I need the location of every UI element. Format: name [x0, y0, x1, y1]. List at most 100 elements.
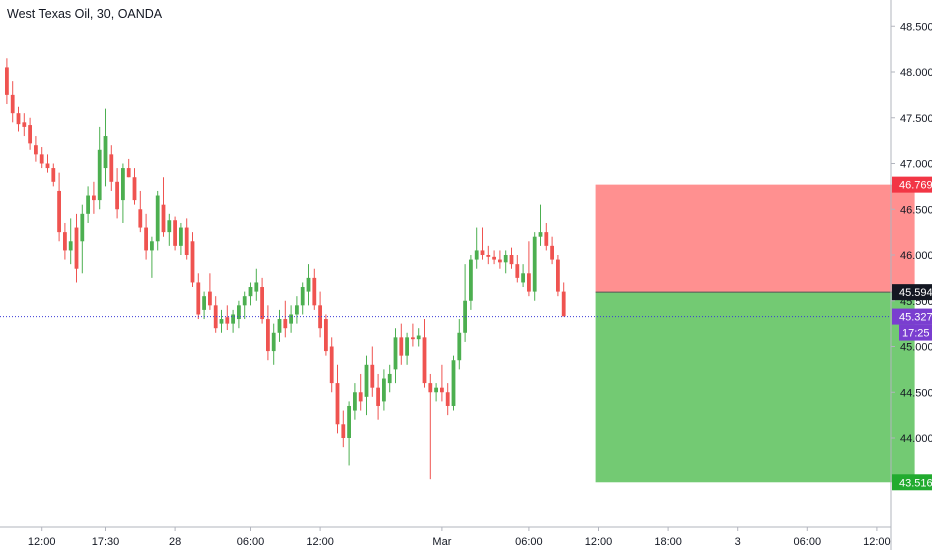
- candle-body[interactable]: [503, 255, 508, 263]
- candle-body[interactable]: [382, 378, 386, 402]
- candle-body[interactable]: [457, 332, 462, 361]
- candle-body[interactable]: [428, 383, 433, 393]
- candle-body[interactable]: [364, 364, 369, 397]
- candle-body[interactable]: [34, 145, 38, 155]
- candle-body[interactable]: [295, 305, 299, 315]
- candle-body[interactable]: [422, 337, 427, 384]
- candle-body[interactable]: [260, 287, 264, 320]
- candle-body[interactable]: [45, 163, 50, 169]
- candle-body[interactable]: [167, 220, 172, 233]
- candle-body[interactable]: [474, 250, 479, 260]
- candle-body[interactable]: [103, 136, 108, 169]
- candle-body[interactable]: [445, 392, 450, 406]
- candle-body[interactable]: [498, 259, 502, 263]
- stop-loss-zone[interactable]: [595, 184, 915, 293]
- candle-body[interactable]: [231, 314, 235, 324]
- candle-body[interactable]: [486, 255, 491, 257]
- candle-body[interactable]: [341, 424, 346, 438]
- candle-body[interactable]: [532, 236, 537, 292]
- candle-body[interactable]: [300, 287, 305, 306]
- candle-body[interactable]: [179, 227, 183, 246]
- candle-body[interactable]: [521, 273, 525, 283]
- candle-body[interactable]: [92, 195, 96, 201]
- candle-body[interactable]: [469, 259, 473, 301]
- candle-body[interactable]: [80, 213, 85, 242]
- candle-body[interactable]: [405, 337, 409, 356]
- candle-body[interactable]: [184, 227, 189, 255]
- candle-body[interactable]: [289, 314, 293, 324]
- candle-body[interactable]: [399, 337, 404, 356]
- candle-body[interactable]: [329, 346, 334, 384]
- candle-body[interactable]: [86, 195, 90, 214]
- candle-body[interactable]: [121, 168, 125, 201]
- candle-body[interactable]: [527, 273, 531, 292]
- candle-body[interactable]: [312, 277, 317, 306]
- candle-body[interactable]: [544, 232, 549, 246]
- candle-body[interactable]: [561, 291, 566, 317]
- candle-body[interactable]: [144, 227, 148, 251]
- candle-body[interactable]: [277, 319, 282, 333]
- candle-body[interactable]: [550, 245, 554, 260]
- candle-body[interactable]: [138, 209, 143, 228]
- candle-body[interactable]: [393, 337, 398, 370]
- candle-body[interactable]: [248, 287, 253, 297]
- candle-body[interactable]: [411, 337, 415, 340]
- candle-body[interactable]: [115, 181, 119, 210]
- candle-body[interactable]: [370, 364, 375, 388]
- candle-body[interactable]: [556, 259, 560, 292]
- candle-body[interactable]: [155, 195, 160, 242]
- candle-body[interactable]: [242, 296, 247, 306]
- candle-body[interactable]: [109, 154, 114, 182]
- candle-body[interactable]: [538, 232, 543, 237]
- candle-body[interactable]: [202, 296, 206, 310]
- candle-body[interactable]: [16, 113, 21, 125]
- candle-body[interactable]: [150, 241, 154, 251]
- candle-body[interactable]: [266, 319, 270, 352]
- candle-body[interactable]: [353, 392, 357, 411]
- candle-body[interactable]: [358, 392, 363, 402]
- candle-body[interactable]: [173, 220, 177, 246]
- candle-body[interactable]: [318, 305, 322, 329]
- candle-body[interactable]: [196, 282, 201, 315]
- candle-body[interactable]: [225, 317, 230, 324]
- candle-body[interactable]: [440, 387, 444, 393]
- candle-body[interactable]: [254, 282, 259, 292]
- candle-body[interactable]: [451, 360, 456, 406]
- candle-body[interactable]: [161, 204, 166, 233]
- candle-body[interactable]: [213, 305, 218, 329]
- candle-body[interactable]: [126, 168, 131, 178]
- candle-body[interactable]: [97, 149, 102, 201]
- candle-body[interactable]: [51, 168, 56, 182]
- candle-body[interactable]: [492, 256, 496, 260]
- candle-body[interactable]: [376, 387, 380, 406]
- candle-body[interactable]: [515, 264, 520, 278]
- candle-body[interactable]: [335, 383, 340, 425]
- candle-body[interactable]: [39, 154, 44, 164]
- candle-body[interactable]: [10, 94, 15, 114]
- candle-body[interactable]: [208, 291, 212, 306]
- candle-body[interactable]: [324, 319, 328, 352]
- candle-body[interactable]: [28, 125, 32, 144]
- candle-body[interactable]: [509, 255, 514, 265]
- take-profit-zone[interactable]: [595, 292, 915, 483]
- candle-body[interactable]: [74, 227, 79, 269]
- candle-body[interactable]: [237, 305, 241, 320]
- candle-body[interactable]: [306, 277, 311, 292]
- candle-body[interactable]: [190, 241, 195, 283]
- candle-body[interactable]: [57, 190, 61, 233]
- candle-body[interactable]: [132, 177, 137, 201]
- candle-body[interactable]: [434, 387, 438, 393]
- candle-body[interactable]: [22, 122, 27, 127]
- candle-body[interactable]: [5, 67, 9, 95]
- candle-body[interactable]: [283, 319, 288, 329]
- candle-body[interactable]: [347, 405, 351, 438]
- candle-body[interactable]: [68, 241, 73, 251]
- candle-body[interactable]: [271, 332, 276, 352]
- candle-body[interactable]: [219, 319, 224, 324]
- candle-body[interactable]: [387, 373, 392, 384]
- candle-body[interactable]: [416, 335, 421, 340]
- candle-body[interactable]: [480, 250, 485, 255]
- candle-body[interactable]: [63, 232, 67, 251]
